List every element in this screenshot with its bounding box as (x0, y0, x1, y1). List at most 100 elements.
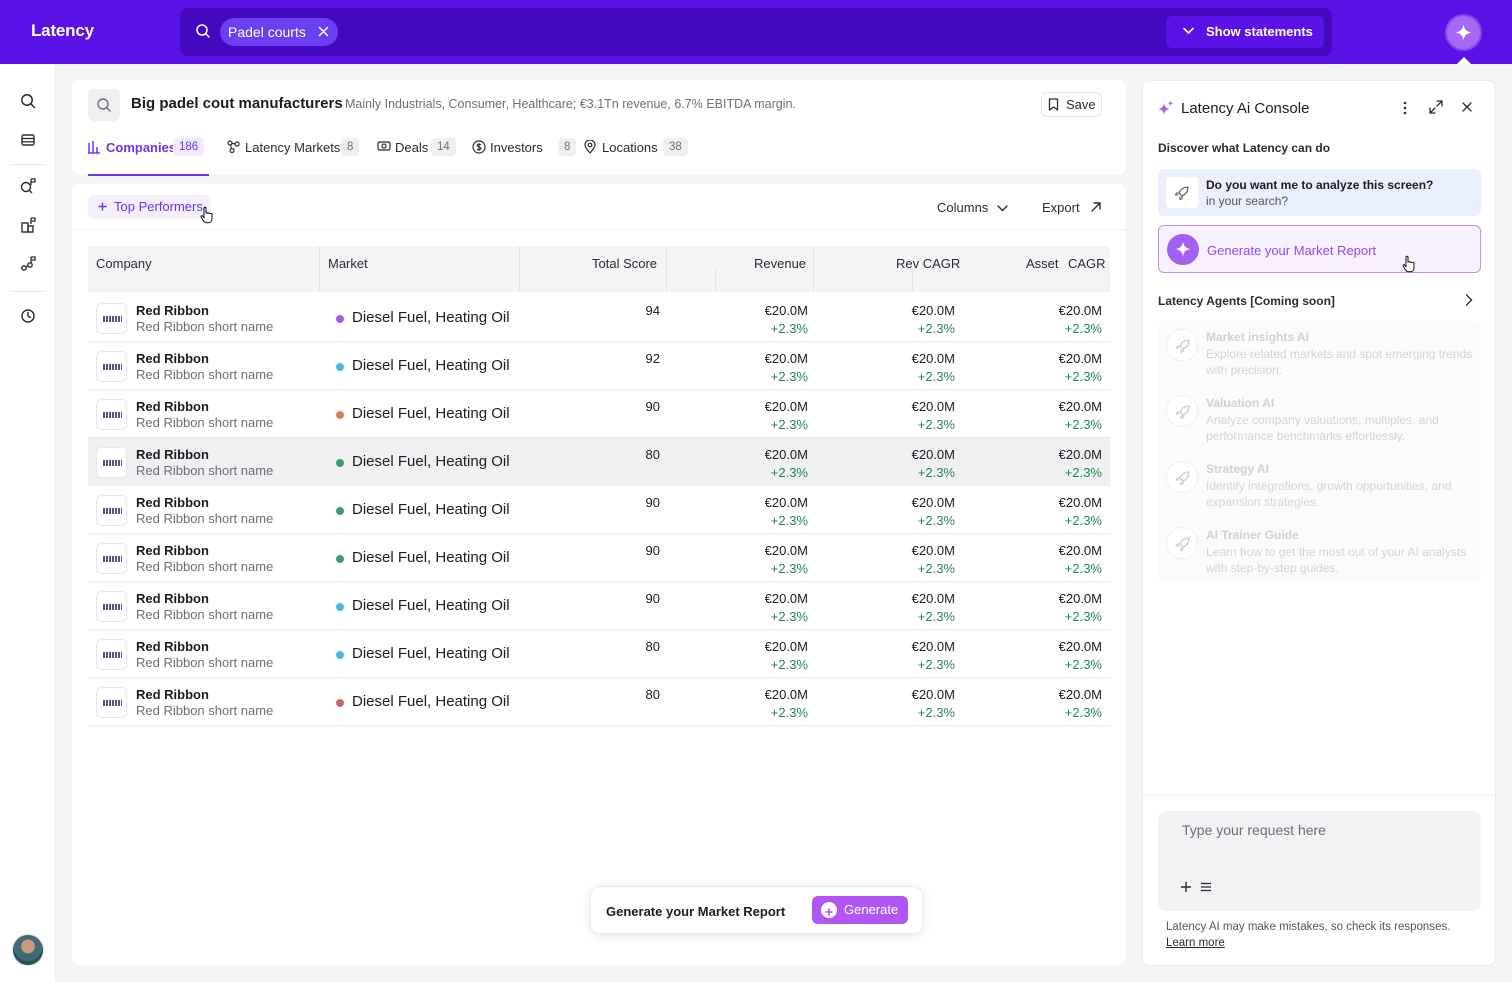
table-row[interactable]: Red Ribbon Red Ribbon short name Diesel … (88, 486, 1110, 534)
companies-icon[interactable] (19, 216, 37, 234)
column-cagr[interactable]: CAGR (1068, 256, 1106, 271)
save-button[interactable]: Save (1041, 92, 1102, 117)
total-score: 92 (645, 351, 660, 366)
market-name[interactable]: Diesel Fuel, Heating Oil (352, 309, 510, 326)
market-color-dot (336, 699, 344, 707)
rev-cagr-value: €20.0M (911, 543, 955, 558)
columns-dropdown[interactable]: Columns (937, 200, 1008, 215)
agent-description: Learn how to get the most out of your AI… (1206, 545, 1467, 575)
discover-heading: Discover what Latency can do (1158, 141, 1331, 155)
revenue-delta: +2.3% (770, 609, 808, 624)
search-icon[interactable] (19, 92, 37, 110)
tab-label: Latency Markets (245, 140, 341, 155)
show-statements-button[interactable]: Show statements (1166, 16, 1324, 48)
plus-circle-icon (821, 902, 837, 918)
expand-icon[interactable] (1429, 100, 1443, 114)
table-row[interactable]: Red Ribbon Red Ribbon short name Diesel … (88, 342, 1110, 390)
more-options-icon[interactable] (1398, 100, 1412, 116)
column-company[interactable]: Company (96, 256, 152, 271)
table-row[interactable]: Red Ribbon Red Ribbon short name Diesel … (88, 438, 1110, 486)
network-icon (227, 140, 240, 153)
global-search-bar[interactable]: Padel courts Show statements (180, 8, 1332, 56)
market-name[interactable]: Diesel Fuel, Heating Oil (352, 357, 510, 374)
company-name[interactable]: Red Ribbon (136, 351, 209, 366)
table-row[interactable]: Red Ribbon Red Ribbon short name Diesel … (88, 294, 1110, 342)
column-revenue[interactable]: Revenue (754, 256, 807, 271)
column-total-score[interactable]: Total Score (592, 256, 658, 271)
header-search-button[interactable] (88, 89, 120, 121)
market-name[interactable]: Diesel Fuel, Heating Oil (352, 549, 510, 566)
market-name[interactable]: Diesel Fuel, Heating Oil (352, 693, 510, 710)
table-header: Company Market Total Score Revenue Rev C… (88, 246, 1110, 292)
company-logo (96, 543, 127, 574)
tab-count: 14 (431, 138, 456, 156)
market-name[interactable]: Diesel Fuel, Heating Oil (352, 645, 510, 662)
column-separator (813, 246, 814, 292)
asset-cagr-delta: +2.3% (1064, 465, 1102, 480)
company-name[interactable]: Red Ribbon (136, 303, 209, 318)
export-button[interactable]: Export (1042, 200, 1102, 215)
user-avatar[interactable] (12, 934, 44, 966)
company-name[interactable]: Red Ribbon (136, 591, 209, 606)
ai-console-button[interactable] (1447, 16, 1480, 49)
rocket-icon (1174, 186, 1189, 201)
table-row[interactable]: Red Ribbon Red Ribbon short name Diesel … (88, 534, 1110, 582)
revenue-delta: +2.3% (770, 513, 808, 528)
column-asset[interactable]: Asset (1026, 256, 1059, 271)
deals-icon[interactable] (19, 255, 37, 273)
market-search-icon[interactable] (19, 177, 37, 195)
table-row[interactable]: Red Ribbon Red Ribbon short name Diesel … (88, 390, 1110, 438)
rocket-icon (1175, 537, 1190, 552)
show-statements-label: Show statements (1206, 24, 1313, 39)
sparkles-icon (1158, 100, 1174, 115)
revenue-delta: +2.3% (770, 369, 808, 384)
chip-close-icon[interactable] (318, 26, 329, 37)
top-performers-filter[interactable]: Top Performers (88, 195, 211, 219)
add-attachment-icon[interactable] (1180, 881, 1192, 893)
market-name[interactable]: Diesel Fuel, Heating Oil (352, 501, 510, 518)
asset-cagr-value: €20.0M (1058, 399, 1102, 414)
generate-market-report-suggestion[interactable]: Generate your Market Report (1158, 225, 1481, 273)
close-icon[interactable] (1461, 101, 1473, 113)
revenue-value: €20.0M (764, 351, 808, 366)
learn-more-link[interactable]: Learn more (1166, 937, 1225, 949)
analyze-screen-suggestion[interactable]: Do you want me to analyze this screen? i… (1158, 169, 1481, 216)
bookmark-icon (1048, 98, 1059, 111)
company-name[interactable]: Red Ribbon (136, 447, 209, 462)
market-name[interactable]: Diesel Fuel, Heating Oil (352, 405, 510, 422)
rev-cagr-value: €20.0M (911, 447, 955, 462)
asset-cagr-delta: +2.3% (1064, 609, 1102, 624)
revenue-value: €20.0M (764, 303, 808, 318)
total-score: 90 (645, 495, 660, 510)
company-name[interactable]: Red Ribbon (136, 495, 209, 510)
company-name[interactable]: Red Ribbon (136, 543, 209, 558)
column-rev-cagr[interactable]: Rev CAGR (896, 256, 961, 271)
company-name[interactable]: Red Ribbon (136, 687, 209, 702)
rev-cagr-delta: +2.3% (917, 513, 955, 528)
table-row[interactable]: Red Ribbon Red Ribbon short name Diesel … (88, 630, 1110, 678)
agent-ai-trainer: AI Trainer Guide Learn how to get the mo… (1158, 519, 1481, 581)
prompt-options-icon[interactable] (1200, 881, 1212, 893)
revenue-delta: +2.3% (770, 417, 808, 432)
table-row[interactable]: Red Ribbon Red Ribbon short name Diesel … (88, 582, 1110, 630)
request-input[interactable]: Type your request here (1158, 811, 1481, 911)
brand-logo[interactable]: Latency (31, 21, 94, 40)
company-name[interactable]: Red Ribbon (136, 639, 209, 654)
search-chip[interactable]: Padel courts (220, 18, 338, 46)
history-clock-icon[interactable] (19, 307, 37, 325)
company-short-name: Red Ribbon short name (136, 415, 274, 430)
company-logo (96, 447, 127, 478)
company-name[interactable]: Red Ribbon (136, 399, 209, 414)
agents-heading[interactable]: Latency Agents [Coming soon] (1158, 294, 1335, 308)
list-icon[interactable] (19, 131, 37, 149)
ai-sparkle-badge (1167, 234, 1199, 265)
column-separator (715, 269, 716, 292)
market-name[interactable]: Diesel Fuel, Heating Oil (352, 597, 510, 614)
rev-cagr-delta: +2.3% (917, 705, 955, 720)
chevron-right-icon[interactable] (1465, 294, 1473, 306)
generate-button[interactable]: Generate (812, 896, 908, 924)
column-separator (912, 269, 913, 292)
column-market[interactable]: Market (328, 256, 368, 271)
table-row[interactable]: Red Ribbon Red Ribbon short name Diesel … (88, 678, 1110, 726)
market-name[interactable]: Diesel Fuel, Heating Oil (352, 453, 510, 470)
